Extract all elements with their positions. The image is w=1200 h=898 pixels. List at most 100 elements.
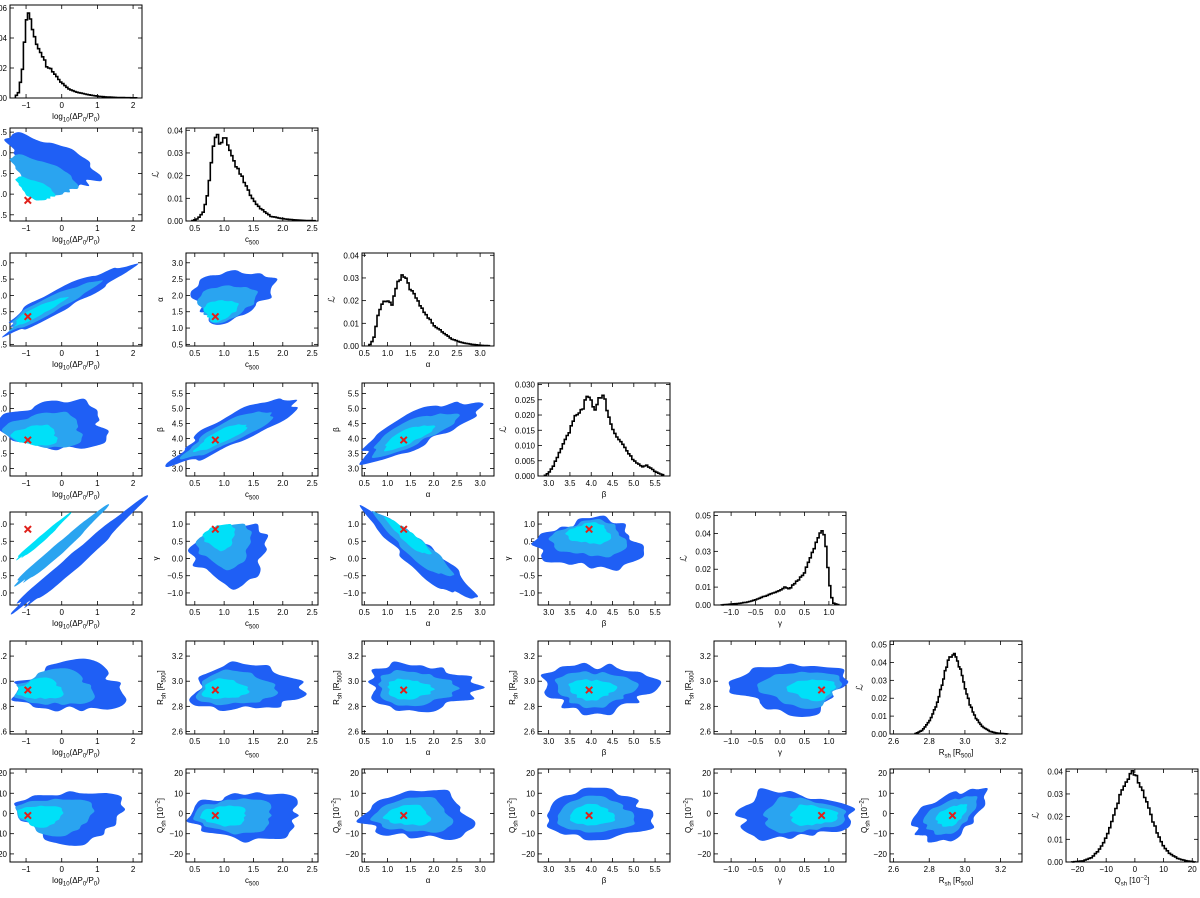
- best-fit-marker: [23, 436, 32, 444]
- contour-level-2: [14, 504, 110, 587]
- y-tick-label: 3.2: [348, 652, 360, 661]
- x-tick-label: 2.0: [428, 349, 440, 358]
- y-tick-label: 2.6: [172, 727, 184, 736]
- marginal-panel-beta: 3.0 3.5 4.0 4.5 5.0 5.5 β 0.000 0.005 0.010 0.015 0…: [498, 381, 671, 499]
- y-tick-label: 3.0: [172, 259, 184, 268]
- contour-level-3: [384, 425, 436, 452]
- y-tick-label: 0.02: [343, 297, 359, 306]
- y-tick-label: 3.5: [0, 450, 8, 459]
- plot-frame: [9, 127, 143, 222]
- y-tick-label: 0.01: [871, 712, 887, 721]
- contour-level-3: [569, 803, 616, 826]
- y-tick-label: 0.5: [0, 537, 8, 546]
- contour-panel-beta-vs-qsh: 3.0 3.5 4.0 4.5 5.0 5.5 β −20 −10 0 10 20 Qsh [10−2]: [507, 768, 671, 885]
- x-tick-label: 5.0: [628, 608, 640, 617]
- x-tick-label: 0: [60, 224, 65, 233]
- x-tick-label: 2: [131, 349, 136, 358]
- plot-frame: [9, 252, 143, 347]
- y-tick-label: 0.00: [0, 94, 8, 103]
- y-tick-label: 5.0: [0, 405, 8, 414]
- y-tick-label: 0.02: [167, 172, 183, 181]
- x-tick-label: 3.5: [564, 865, 576, 874]
- contour-level-3: [10, 424, 58, 446]
- x-tick-label: 0.5: [189, 349, 201, 358]
- y-tick-label: 2.5: [172, 275, 184, 284]
- y-tick-label: 3.0: [348, 465, 360, 474]
- x-tick-label: 2.0: [428, 608, 440, 617]
- y-tick-label: 2.6: [524, 727, 536, 736]
- axis-label: c500: [245, 360, 260, 372]
- axis-label: Qsh [10−2]: [155, 798, 167, 833]
- y-tick-label: 0: [355, 809, 360, 818]
- y-axis-label: ℒ: [854, 684, 864, 691]
- y-tick-label: 1.0: [172, 324, 184, 333]
- y-tick-label: 20: [174, 769, 183, 778]
- plot-frame: [537, 382, 671, 477]
- x-tick-label: 20: [1188, 865, 1197, 874]
- contour-panel-c500-vs-gamma: 0.5 1.0 1.5 2.0 2.5 c500 −1.0 −0.5 0.0 0.5 1.0 γ: [151, 511, 319, 631]
- axis-label: γ: [151, 557, 160, 561]
- contour-level-3: [15, 176, 56, 201]
- axis-label: β: [602, 490, 607, 499]
- best-fit-marker: [211, 312, 220, 321]
- y-tick-label: 4.5: [172, 420, 184, 429]
- y-tick-label: 10: [350, 789, 359, 798]
- axis-label: c500: [245, 748, 260, 760]
- y-tick-label: −0.5: [343, 572, 359, 581]
- y-tick-label: −10: [521, 830, 535, 839]
- axis-label: log10(ΔP0/P0): [52, 748, 100, 760]
- y-tick-label: 1.5: [0, 169, 8, 178]
- y-tick-label: 3.2: [524, 652, 536, 661]
- contour-level-3: [786, 679, 837, 702]
- y-tick-label: −1.0: [0, 589, 8, 598]
- y-tick-label: 3.0: [0, 259, 8, 268]
- contour-level-3: [383, 516, 432, 555]
- x-tick-label: 4.5: [607, 608, 619, 617]
- y-tick-label: 2.8: [348, 702, 360, 711]
- y-tick-label: 0.04: [871, 658, 887, 667]
- contour-panel-rsh-vs-qsh: 2.6 2.8 3.0 3.2 Rsh [R500] −20 −10 0 10 20 Qsh [10…: [859, 768, 1023, 888]
- axis-label: Rsh [R500]: [332, 670, 344, 705]
- y-tick-label: 5.0: [348, 405, 360, 414]
- x-tick-label: 3.0: [959, 865, 971, 874]
- y-tick-label: 4.0: [172, 435, 184, 444]
- x-tick-label: 0: [60, 865, 65, 874]
- x-tick-label: 0: [60, 479, 65, 488]
- x-tick-label: 5.0: [628, 479, 640, 488]
- y-tick-label: 5.5: [348, 390, 360, 399]
- contour-panel-alpha-vs-beta: 0.5 1.0 1.5 2.0 2.5 3.0 α 3.0 3.5 4.0 4.5 5.0 5.5 β: [332, 382, 495, 499]
- marginal-panel-gamma: −1.0 −0.5 0.0 0.5 1.0 γ 0.00 0.01 0.02 0.03 0.04 0.…: [678, 511, 847, 628]
- y-tick-label: 0.020: [515, 411, 536, 420]
- x-tick-label: −1: [21, 479, 31, 488]
- axis-label: log10(ΔP0/P0): [52, 619, 100, 631]
- best-fit-marker: [817, 811, 826, 820]
- x-tick-label: 1: [95, 865, 100, 874]
- x-tick-label: 2.6: [888, 737, 900, 746]
- y-axis-label: ℒ: [678, 555, 688, 562]
- y-tick-label: 10: [174, 789, 183, 798]
- x-tick-label: 2.5: [307, 479, 319, 488]
- y-tick-label: 3.0: [172, 677, 184, 686]
- plot-frame: [185, 640, 319, 735]
- y-tick-label: −20: [169, 850, 183, 859]
- x-tick-label: 0.0: [774, 737, 786, 746]
- x-tick-label: 0.5: [359, 608, 371, 617]
- x-tick-label: 2.5: [307, 349, 319, 358]
- axis-label: β: [602, 619, 607, 628]
- axis-label: α: [426, 360, 431, 369]
- x-tick-label: 3.2: [995, 865, 1007, 874]
- x-tick-label: 3.0: [543, 479, 555, 488]
- x-tick-label: 1.0: [382, 608, 394, 617]
- x-tick-label: 2.0: [428, 865, 440, 874]
- contour-panel-alpha-vs-rsh: 0.5 1.0 1.5 2.0 2.5 3.0 α 2.6 2.8 3.0 3.2 Rsh [R500…: [332, 640, 495, 757]
- y-tick-label: 0.0: [348, 555, 360, 564]
- y-tick-label: 1.5: [0, 308, 8, 317]
- y-tick-label: 1.0: [0, 324, 8, 333]
- x-tick-label: 2: [131, 608, 136, 617]
- y-tick-label: 1.0: [524, 520, 536, 529]
- x-tick-label: 2.8: [924, 865, 936, 874]
- y-tick-label: 0.00: [343, 342, 359, 351]
- y-tick-label: −1.0: [519, 589, 535, 598]
- x-tick-label: 4.5: [607, 737, 619, 746]
